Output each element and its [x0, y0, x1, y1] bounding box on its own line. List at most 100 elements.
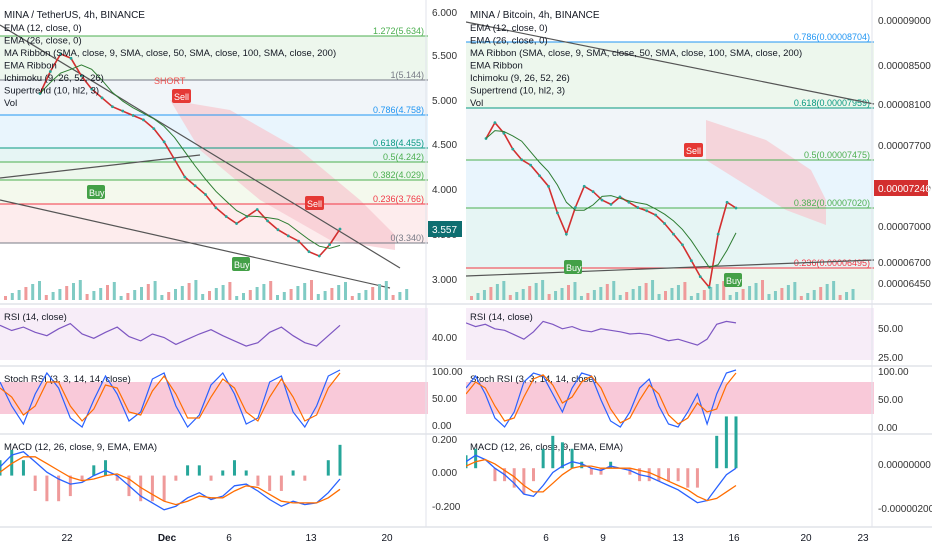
price-point: [493, 121, 497, 125]
price-point: [564, 232, 568, 236]
mina-btc-chart[interactable]: 0.786(0.00008704) 0.618(0.00007959) 0.5(0.…: [466, 0, 932, 550]
price-tick: 5.500: [432, 51, 457, 62]
volume-bar: [709, 287, 713, 300]
price-point: [69, 56, 73, 60]
fib-label: 0.236(3.766): [373, 194, 424, 204]
macd-hist-bar: [667, 468, 670, 482]
time-tick: 6: [543, 533, 549, 544]
chart-title: MINA / TetherUS, 4h, BINANCE: [4, 10, 145, 21]
price-point: [627, 200, 631, 204]
price-point: [707, 285, 711, 289]
macd-tick: 0.200: [432, 435, 457, 446]
macd-line: [0, 450, 341, 511]
last-price-label: 3.557: [432, 225, 457, 236]
price-tick: 0.00007000: [878, 222, 931, 233]
macd-hist-bar: [186, 465, 190, 476]
time-tick: 20: [381, 533, 393, 544]
macd-hist-bar: [57, 475, 61, 502]
macd-signal-line: [0, 456, 341, 506]
volume-bar: [638, 286, 642, 300]
macd-hist-bar: [104, 460, 108, 476]
time-tick: 16: [728, 533, 740, 544]
price-point: [131, 114, 135, 117]
macd-hist-bar: [686, 468, 690, 488]
price-point: [556, 211, 559, 215]
price-point: [286, 234, 290, 238]
macd-hist-bar: [676, 468, 680, 482]
price-point: [79, 74, 83, 78]
volume-bar: [31, 284, 35, 300]
volume-bar: [310, 280, 313, 300]
price-tick: 0.00006700: [878, 258, 931, 269]
macd-hist-bar: [589, 468, 593, 475]
price-point: [266, 219, 269, 223]
price-point: [645, 209, 649, 213]
volume-bar: [573, 282, 577, 300]
volume-bar: [269, 281, 273, 300]
buy-label: Buy: [726, 276, 742, 286]
volume-bar: [24, 287, 28, 300]
price-point: [328, 243, 332, 247]
trendline-lower: [0, 199, 391, 289]
ichimoku-cloud: [170, 100, 395, 250]
ema-line: [485, 130, 737, 268]
volume-bar: [248, 290, 252, 300]
volume-bar: [567, 285, 570, 300]
stoch-tick: 100.00: [878, 367, 909, 378]
volume-bar: [541, 280, 545, 300]
last-price-box: [428, 221, 462, 237]
stoch-tick: 50.00: [432, 394, 457, 405]
volume-bar: [106, 285, 109, 300]
rsi-band: [466, 308, 874, 360]
volume-bar: [10, 293, 14, 300]
sell-label: Sell: [307, 199, 322, 209]
volume-bar: [119, 296, 123, 300]
volume-bar: [657, 294, 661, 300]
time-tick: 6: [226, 533, 232, 544]
fib-label: 0.618(4.455): [373, 138, 424, 148]
volume-bar: [316, 294, 320, 300]
macd-hist-bar: [734, 416, 738, 469]
indicator-legend: EMA (12, close, 0): [4, 23, 82, 34]
macd-hist-bar: [532, 468, 535, 482]
stoch-d-line: [0, 372, 341, 422]
volume-bar: [554, 291, 558, 300]
price-point: [193, 184, 197, 188]
mina-usdt-chart[interactable]: 1.272(5.634) 1(5.144) 0.786(4.758) 0.618(4.…: [0, 0, 466, 550]
volume-bar: [187, 283, 191, 300]
price-point: [672, 232, 675, 236]
macd-hist-bar: [695, 468, 699, 488]
sell-label: Sell: [686, 146, 701, 156]
price-point: [716, 232, 720, 236]
fib-label: 1(5.144): [390, 70, 424, 80]
price-tick: 0.00007700: [878, 141, 931, 152]
volume-bar: [599, 287, 603, 300]
stoch-tick: 0.00: [878, 423, 898, 434]
price-point: [663, 222, 666, 225]
fib-band: [0, 243, 428, 300]
volume-bar: [38, 281, 41, 300]
indicator-legend: EMA (26, close, 0): [4, 36, 82, 47]
volume-bar: [51, 292, 55, 300]
macd-tick: -0.00000200: [878, 504, 932, 515]
short-label: SHORT: [154, 76, 186, 86]
volume-bar: [534, 283, 538, 300]
volume-bar: [330, 288, 334, 300]
volume-bar: [194, 280, 198, 300]
time-tick: 22: [61, 533, 73, 544]
volume-bar: [482, 290, 486, 300]
indicator-legend: Ichimoku (9, 26, 52, 26): [4, 73, 104, 84]
volume-bar: [528, 286, 532, 300]
macd-hist-bar: [68, 475, 72, 497]
rsi-label: RSI (14, close): [470, 312, 533, 323]
macd-hist-bar: [647, 468, 651, 482]
volume-bar: [631, 289, 635, 300]
volume-bar: [586, 293, 590, 300]
time-tick: 9: [600, 533, 606, 544]
last-price-label: 0.00007246: [878, 184, 931, 195]
price-point: [338, 227, 342, 231]
indicator-legend: Ichimoku (9, 26, 52, 26): [470, 73, 570, 84]
indicator-legend: EMA (26, close, 0): [470, 36, 548, 47]
sell-marker: [305, 196, 324, 210]
volume-bar: [825, 284, 829, 300]
